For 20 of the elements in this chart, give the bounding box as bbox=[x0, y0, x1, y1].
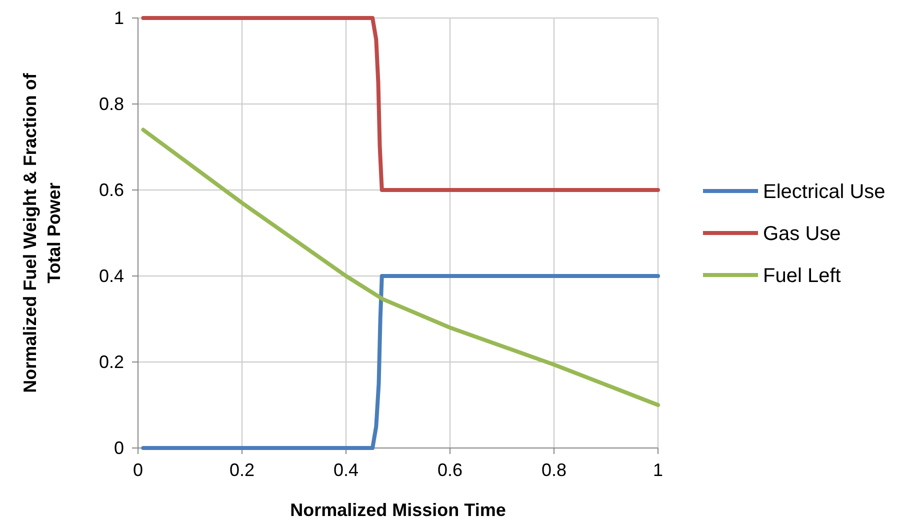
legend-label: Electrical Use bbox=[763, 181, 886, 203]
x-tick-label: 0 bbox=[132, 460, 144, 480]
y-tick-label: 0.4 bbox=[98, 266, 124, 286]
line-series bbox=[141, 128, 660, 407]
x-tick-label: 0.4 bbox=[333, 460, 359, 480]
x-axis-title: Normalized Mission Time bbox=[290, 500, 506, 520]
x-tick-label: 1 bbox=[652, 460, 664, 480]
x-tick-label: 0.6 bbox=[437, 460, 463, 480]
x-tick-label: 0.8 bbox=[541, 460, 567, 480]
y-tick-label: 0 bbox=[114, 438, 124, 458]
y-tick-label: 1 bbox=[114, 8, 124, 28]
y-axis-title: Normalized Fuel Weight & Fraction of Total Power bbox=[20, 72, 64, 393]
x-tick-label: 0.2 bbox=[229, 460, 255, 480]
line-series bbox=[141, 274, 660, 450]
legend-label: Fuel Left bbox=[763, 265, 842, 287]
y-tick-label: 0.2 bbox=[98, 352, 124, 372]
line-series bbox=[141, 16, 660, 192]
y-tick-label: 0.8 bbox=[98, 94, 124, 114]
legend-label: Gas Use bbox=[763, 223, 841, 245]
y-tick-label: 0.6 bbox=[98, 180, 124, 200]
